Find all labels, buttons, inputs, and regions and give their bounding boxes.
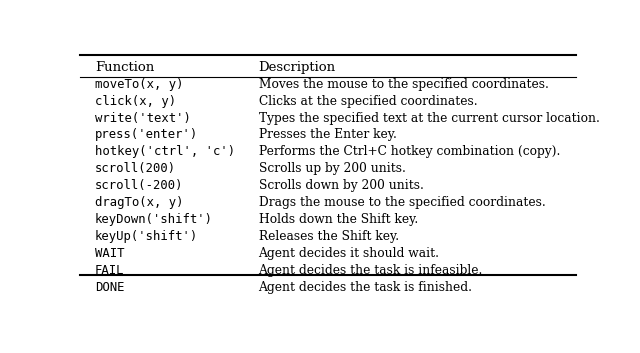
Text: Agent decides the task is finished.: Agent decides the task is finished. (259, 281, 472, 294)
Text: write('text'): write('text') (95, 112, 191, 125)
Text: Agent decides the task is infeasible.: Agent decides the task is infeasible. (259, 264, 483, 277)
Text: keyUp('shift'): keyUp('shift') (95, 230, 198, 243)
Text: Performs the Ctrl+C hotkey combination (copy).: Performs the Ctrl+C hotkey combination (… (259, 145, 560, 158)
Text: Description: Description (259, 61, 336, 74)
Text: Releases the Shift key.: Releases the Shift key. (259, 230, 399, 243)
Text: Clicks at the specified coordinates.: Clicks at the specified coordinates. (259, 95, 477, 108)
Text: FAIL: FAIL (95, 264, 124, 277)
Text: scroll(200): scroll(200) (95, 162, 176, 175)
Text: WAIT: WAIT (95, 247, 124, 260)
Text: keyDown('shift'): keyDown('shift') (95, 213, 213, 226)
Text: hotkey('ctrl', 'c'): hotkey('ctrl', 'c') (95, 145, 235, 158)
Text: Scrolls up by 200 units.: Scrolls up by 200 units. (259, 162, 405, 175)
Text: Holds down the Shift key.: Holds down the Shift key. (259, 213, 418, 226)
Text: click(x, y): click(x, y) (95, 95, 176, 108)
Text: press('enter'): press('enter') (95, 128, 198, 142)
Text: Moves the mouse to the specified coordinates.: Moves the mouse to the specified coordin… (259, 78, 548, 91)
Text: Agent decides it should wait.: Agent decides it should wait. (259, 247, 440, 260)
Text: Presses the Enter key.: Presses the Enter key. (259, 128, 396, 142)
Text: Scrolls down by 200 units.: Scrolls down by 200 units. (259, 179, 424, 192)
Text: dragTo(x, y): dragTo(x, y) (95, 196, 184, 209)
Text: scroll(-200): scroll(-200) (95, 179, 184, 192)
Text: moveTo(x, y): moveTo(x, y) (95, 78, 184, 91)
Text: DONE: DONE (95, 281, 124, 294)
Text: Types the specified text at the current cursor location.: Types the specified text at the current … (259, 112, 600, 125)
Text: Function: Function (95, 61, 154, 74)
Text: Drags the mouse to the specified coordinates.: Drags the mouse to the specified coordin… (259, 196, 545, 209)
